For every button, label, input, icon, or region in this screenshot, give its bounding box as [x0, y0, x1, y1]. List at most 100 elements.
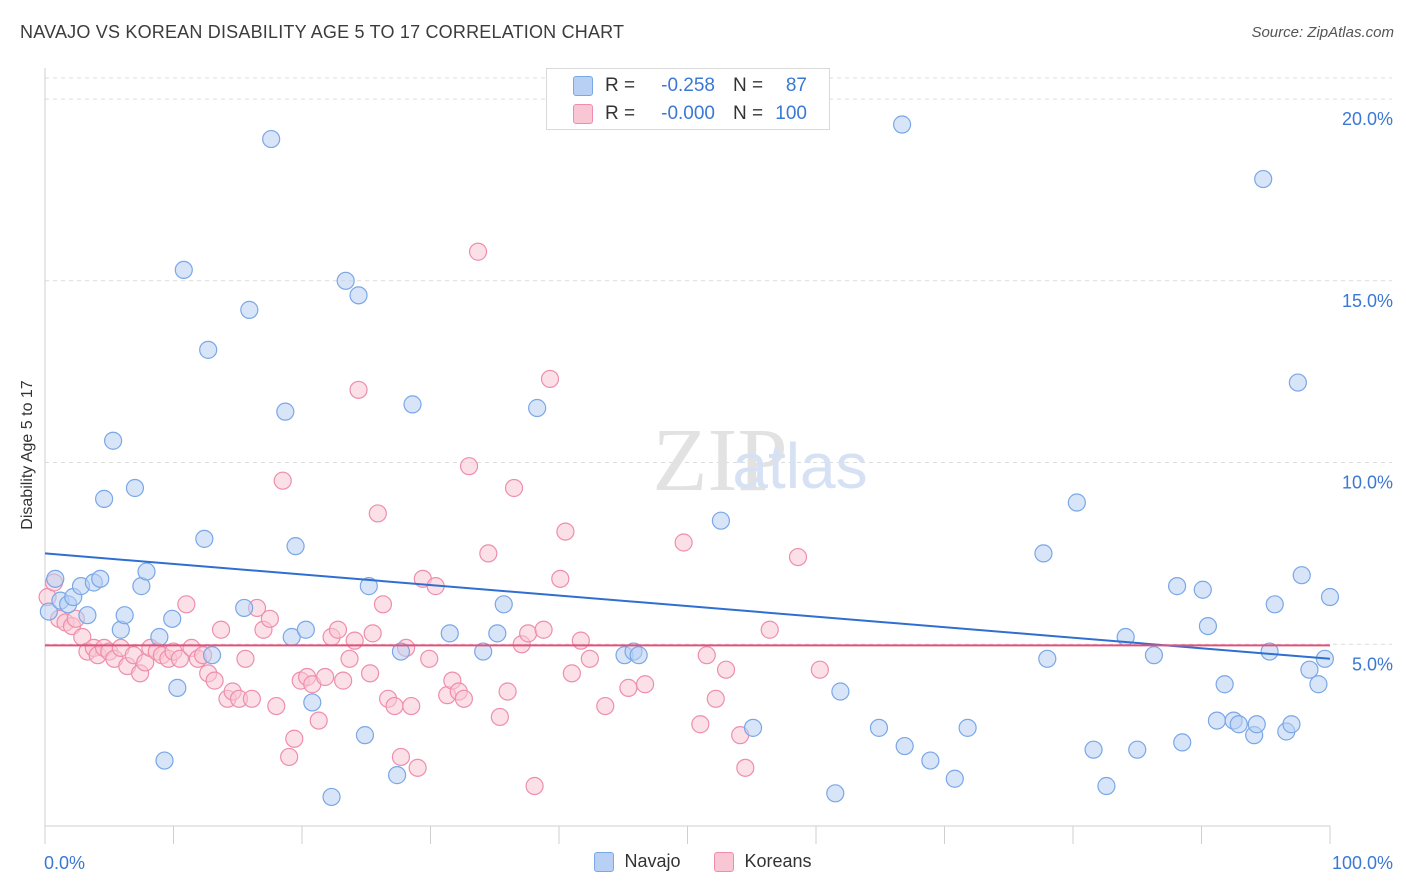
- navajo-point: [895, 736, 914, 756]
- koreans-point: [562, 664, 581, 683]
- navajo-point: [1198, 616, 1218, 636]
- navajo-point: [440, 624, 459, 643]
- y-tick-label: 5.0%: [1352, 654, 1393, 674]
- navajo-point: [359, 577, 378, 596]
- navajo-point: [1265, 595, 1284, 614]
- navajo-point: [1084, 740, 1103, 759]
- navajo-point: [1247, 715, 1266, 734]
- legend-label-koreans: Koreans: [744, 851, 812, 871]
- navajo-point: [137, 562, 156, 581]
- koreans-point: [363, 624, 382, 643]
- legend-r-label: R =: [605, 103, 636, 124]
- koreans-point: [361, 664, 380, 683]
- koreans-point: [736, 758, 755, 777]
- tick-labels: 5.0% 10.0% 15.0% 20.0% 0.0% 100.0%: [44, 109, 1393, 873]
- navajo-point: [235, 598, 254, 618]
- koreans-point: [368, 504, 387, 523]
- navajo-point: [1260, 642, 1279, 661]
- koreans-point: [205, 671, 224, 690]
- legend-r-label: R =: [605, 75, 636, 96]
- koreans-point: [345, 631, 364, 650]
- legend-swatch-navajo: [573, 76, 593, 96]
- koreans-point: [260, 609, 279, 628]
- navajo-point: [1034, 544, 1053, 563]
- navajo-point: [921, 751, 940, 770]
- navajo-point: [1167, 577, 1187, 596]
- koreans-point: [309, 711, 328, 730]
- navajo-point: [199, 340, 218, 359]
- koreans-point: [788, 547, 808, 567]
- legend-item-navajo: Navajo: [594, 851, 680, 872]
- navajo-point: [1320, 587, 1340, 607]
- navajo-point: [95, 489, 114, 508]
- legend-n-label: N =: [733, 103, 764, 124]
- koreans-point: [454, 689, 474, 708]
- legend-label-navajo: Navajo: [624, 851, 681, 871]
- navajo-point: [240, 300, 259, 319]
- koreans-point: [479, 544, 498, 563]
- koreans-points: [38, 242, 829, 796]
- koreans-point: [525, 776, 544, 796]
- navajo-point: [115, 606, 134, 625]
- chart-title: NAVAJO VS KOREAN DISABILITY AGE 5 TO 17 …: [20, 22, 625, 42]
- koreans-point: [534, 620, 553, 639]
- navajo-point: [831, 682, 850, 701]
- legend-n-value: 100: [775, 103, 807, 124]
- navajo-point: [1207, 711, 1227, 730]
- navajo-point: [286, 537, 305, 556]
- navajo-point: [1288, 373, 1307, 392]
- koreans-point: [285, 729, 304, 748]
- navajo-point: [869, 718, 889, 737]
- navajo-point: [303, 693, 322, 712]
- trend-lines: [44, 552, 1331, 660]
- navajo-point: [528, 398, 547, 418]
- navajo-point: [1282, 715, 1301, 734]
- navajo-point: [1067, 493, 1086, 512]
- navajo-point: [355, 726, 375, 745]
- navajo-swatch: [594, 851, 615, 872]
- koreans-point: [273, 471, 292, 490]
- legend-r-value: -0.000: [661, 103, 715, 124]
- navajo-point: [1038, 649, 1057, 668]
- koreans-point: [519, 624, 538, 643]
- koreans-point: [635, 675, 655, 694]
- legend-swatch-koreans: [573, 104, 593, 124]
- koreans-point: [408, 758, 427, 777]
- koreans-point: [706, 689, 725, 708]
- navajo-point: [336, 271, 355, 290]
- koreans-point: [459, 457, 479, 476]
- koreans-point: [236, 649, 255, 668]
- navajo-point: [296, 620, 315, 639]
- koreans-point: [211, 620, 231, 639]
- koreans-point: [596, 696, 615, 716]
- navajo-point: [104, 431, 123, 450]
- koreans-point: [760, 620, 779, 639]
- koreans-point: [267, 696, 286, 716]
- koreans-point: [716, 660, 736, 679]
- legend-n-label: N =: [733, 75, 764, 96]
- navajo-point: [488, 624, 507, 643]
- koreans-swatch: [714, 851, 735, 872]
- koreans-point: [674, 533, 693, 552]
- koreans-point: [504, 478, 524, 498]
- navajo-point: [1128, 740, 1147, 759]
- koreans-point: [551, 569, 570, 588]
- watermark-atlas: atlas: [732, 430, 867, 502]
- x-tick-label: 0.0%: [44, 853, 85, 873]
- koreans-point: [349, 380, 368, 399]
- navajo-point: [150, 627, 169, 647]
- navajo-point: [1215, 675, 1234, 694]
- koreans-point: [571, 631, 590, 650]
- koreans-point: [619, 678, 638, 697]
- navajo-point: [1144, 646, 1164, 665]
- x-tick-label: 100.0%: [1332, 853, 1393, 873]
- series-legend: Navajo Koreans: [0, 851, 1406, 872]
- navajo-point: [168, 678, 187, 697]
- navajo-point: [958, 718, 977, 737]
- koreans-point: [490, 707, 509, 727]
- koreans-point: [498, 682, 517, 701]
- watermark-zip: ZIP: [653, 411, 788, 510]
- navajo-point: [202, 646, 222, 665]
- navajo-point: [322, 787, 341, 807]
